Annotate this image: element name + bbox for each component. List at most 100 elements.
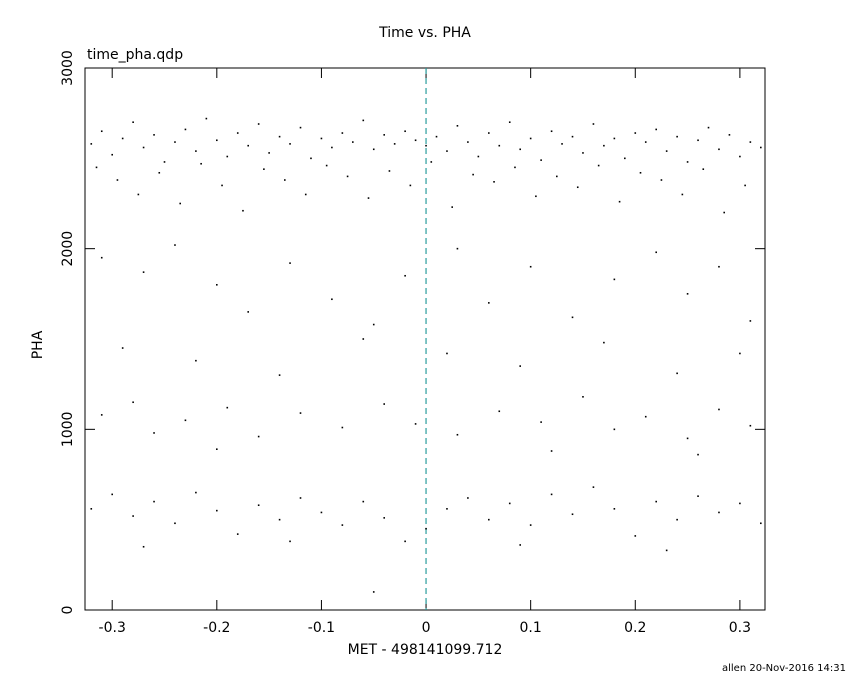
point (257, 123, 260, 125)
point (299, 126, 302, 129)
point (467, 141, 469, 143)
point (702, 168, 705, 170)
footer: allen 20-Nov-2016 14:31 (722, 663, 846, 674)
point (760, 146, 762, 149)
point (195, 491, 197, 494)
point (644, 415, 647, 418)
point (341, 132, 344, 134)
point (90, 508, 93, 510)
point (362, 119, 365, 122)
point (697, 139, 699, 142)
point (195, 150, 197, 152)
point (242, 209, 244, 212)
point (216, 509, 218, 512)
point (592, 486, 595, 488)
point (571, 135, 574, 138)
point (221, 184, 223, 187)
point (388, 170, 391, 172)
point (430, 161, 433, 163)
point (200, 162, 202, 165)
point (508, 502, 511, 505)
point (697, 453, 699, 456)
point (236, 132, 239, 134)
point (529, 524, 532, 526)
point (723, 211, 725, 214)
x-tick-label: -0.2 (203, 620, 230, 636)
point (488, 132, 490, 134)
point (414, 139, 417, 142)
point (681, 193, 684, 196)
point (257, 435, 260, 438)
point (529, 137, 532, 140)
y-tick-label: 1000 (60, 412, 76, 448)
point (660, 179, 663, 181)
point (195, 359, 197, 362)
point (284, 179, 286, 181)
point (618, 200, 621, 203)
point (760, 522, 762, 525)
point (179, 202, 181, 205)
point (362, 338, 365, 340)
point (100, 130, 103, 133)
point (686, 293, 689, 295)
point (184, 128, 187, 131)
point (404, 130, 406, 133)
point (634, 132, 637, 134)
point (299, 497, 302, 499)
point (550, 450, 553, 452)
point (153, 500, 155, 503)
point (597, 164, 600, 167)
point (582, 152, 584, 154)
y-axis-label: PHA (30, 330, 46, 359)
point (409, 184, 412, 187)
point (571, 513, 574, 516)
point (592, 123, 595, 125)
point (174, 141, 176, 143)
point (456, 433, 459, 436)
point (121, 347, 124, 349)
point (278, 135, 281, 138)
point (519, 544, 521, 546)
point (278, 518, 281, 521)
point (383, 134, 385, 136)
point (111, 153, 113, 156)
point (472, 173, 474, 176)
point (331, 146, 333, 149)
chart-subtitle: time_pha.qdp (87, 47, 183, 63)
plot-frame (84, 67, 766, 611)
point (425, 144, 427, 147)
point (153, 432, 155, 434)
point (561, 143, 563, 145)
point (493, 181, 495, 183)
point (226, 406, 229, 409)
point (456, 247, 459, 250)
point (414, 423, 417, 425)
point (540, 421, 542, 423)
y-tick-label: 2000 (60, 231, 76, 267)
point (236, 533, 239, 535)
chart-title: Time vs. PHA (378, 25, 471, 41)
point (142, 271, 145, 273)
point (624, 157, 626, 160)
point (644, 141, 647, 143)
point (571, 316, 574, 319)
point (341, 524, 344, 526)
x-tick-label: 0.2 (624, 620, 646, 636)
point (226, 155, 229, 158)
point (310, 157, 312, 160)
point (749, 320, 752, 322)
point (639, 171, 642, 174)
point (268, 152, 270, 154)
point (289, 262, 291, 264)
point (514, 166, 516, 169)
point (603, 341, 605, 344)
point (158, 171, 161, 174)
point (216, 139, 218, 142)
point (205, 117, 208, 120)
point (289, 540, 291, 543)
point (247, 144, 249, 147)
point (174, 244, 176, 246)
point (142, 545, 145, 548)
point (655, 128, 657, 131)
